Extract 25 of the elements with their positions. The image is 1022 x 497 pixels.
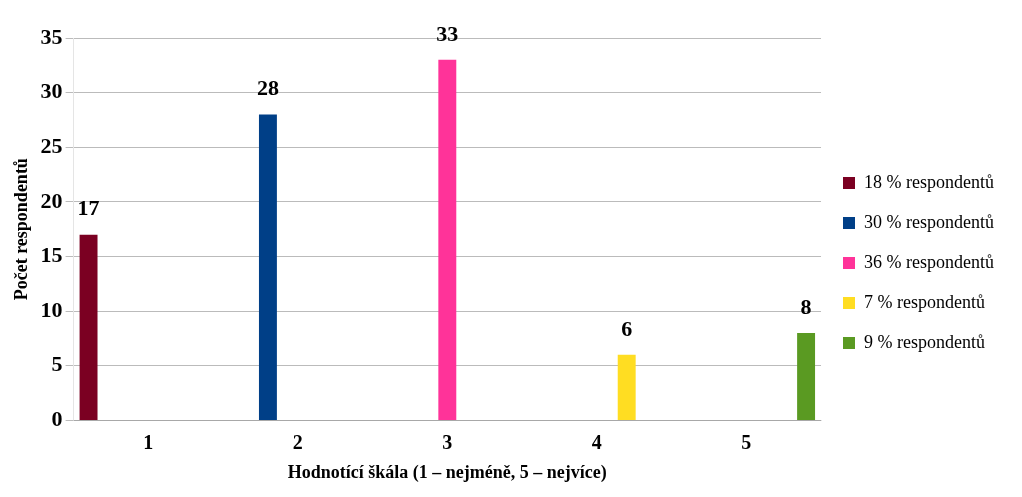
y-tick-label: 15 — [40, 242, 63, 268]
x-tick-label: 5 — [741, 430, 752, 453]
data-label: 6 — [621, 315, 633, 341]
x-axis-title: Hodnotící škála (1 – nejméně, 5 – nejvíce) — [287, 461, 607, 483]
y-tick-label: 30 — [40, 78, 63, 104]
y-tick-label: 35 — [40, 23, 63, 49]
legend-label: 7 % respondentů — [864, 291, 986, 312]
legend-label: 36 % respondentů — [864, 251, 995, 272]
x-tick-label: 2 — [292, 430, 303, 453]
data-label: 17 — [77, 195, 100, 221]
legend-label: 9 % respondentů — [864, 331, 986, 352]
data-label: 33 — [436, 20, 459, 46]
y-tick-label: 5 — [51, 351, 63, 377]
legend-label: 18 % respondentů — [864, 171, 995, 192]
y-tick-label: 20 — [40, 187, 63, 213]
y-tick-label: 0 — [51, 406, 63, 432]
data-label: 8 — [800, 293, 812, 319]
x-tick-label: 4 — [591, 430, 602, 453]
x-tick-label: 3 — [442, 430, 453, 453]
y-tick-label: 25 — [40, 132, 63, 158]
x-tick-label: 1 — [143, 430, 154, 453]
y-tick-label: 10 — [40, 296, 63, 322]
legend-label: 30 % respondentů — [864, 211, 995, 232]
y-axis-title: Počet respondentů — [11, 158, 32, 301]
data-label: 28 — [256, 75, 279, 101]
